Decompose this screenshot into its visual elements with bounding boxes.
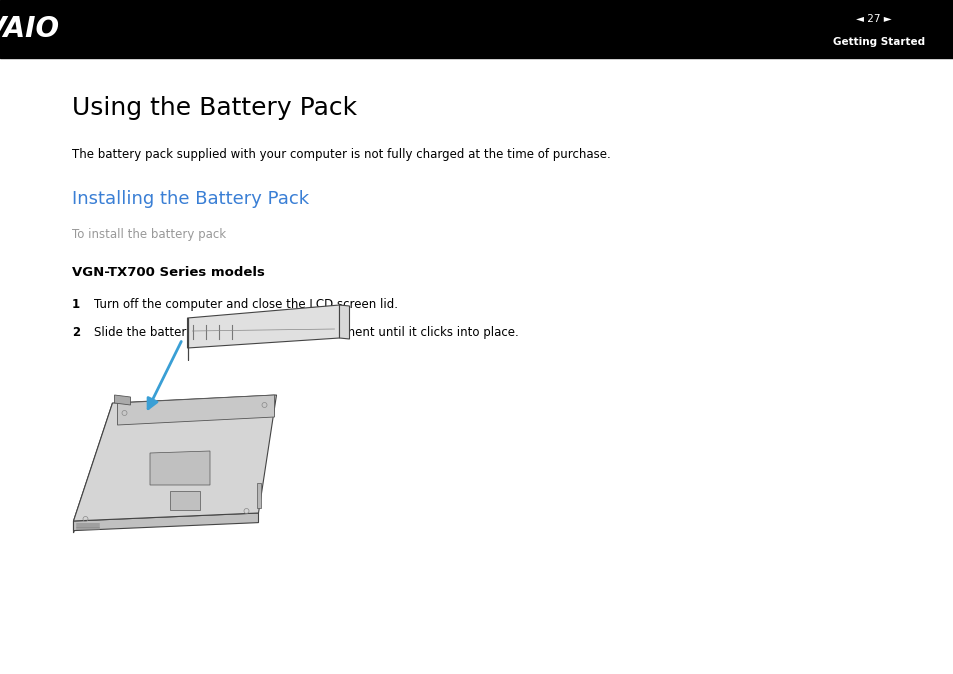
Text: VGN-TX700 Series models: VGN-TX700 Series models xyxy=(71,266,265,279)
Polygon shape xyxy=(73,513,258,530)
Text: ◄ 27 ►: ◄ 27 ► xyxy=(855,13,891,24)
Polygon shape xyxy=(114,395,131,405)
Polygon shape xyxy=(256,483,260,508)
Polygon shape xyxy=(170,491,200,510)
Polygon shape xyxy=(188,305,339,348)
Text: Using the Battery Pack: Using the Battery Pack xyxy=(71,96,356,120)
Text: Turn off the computer and close the LCD screen lid.: Turn off the computer and close the LCD … xyxy=(94,298,397,311)
Text: Slide the battery into the battery compartment until it clicks into place.: Slide the battery into the battery compa… xyxy=(94,326,518,339)
Text: VAIO: VAIO xyxy=(0,15,59,43)
Polygon shape xyxy=(117,395,274,425)
Polygon shape xyxy=(339,305,349,339)
Polygon shape xyxy=(73,395,276,521)
Bar xyxy=(0,0,953,58)
Text: 2: 2 xyxy=(71,326,80,339)
Polygon shape xyxy=(73,403,112,533)
Text: Installing the Battery Pack: Installing the Battery Pack xyxy=(71,190,309,208)
Polygon shape xyxy=(150,451,210,485)
Text: To install the battery pack: To install the battery pack xyxy=(71,228,226,241)
Text: 1: 1 xyxy=(71,298,80,311)
Text: Getting Started: Getting Started xyxy=(832,37,924,47)
Text: The battery pack supplied with your computer is not fully charged at the time of: The battery pack supplied with your comp… xyxy=(71,148,610,161)
